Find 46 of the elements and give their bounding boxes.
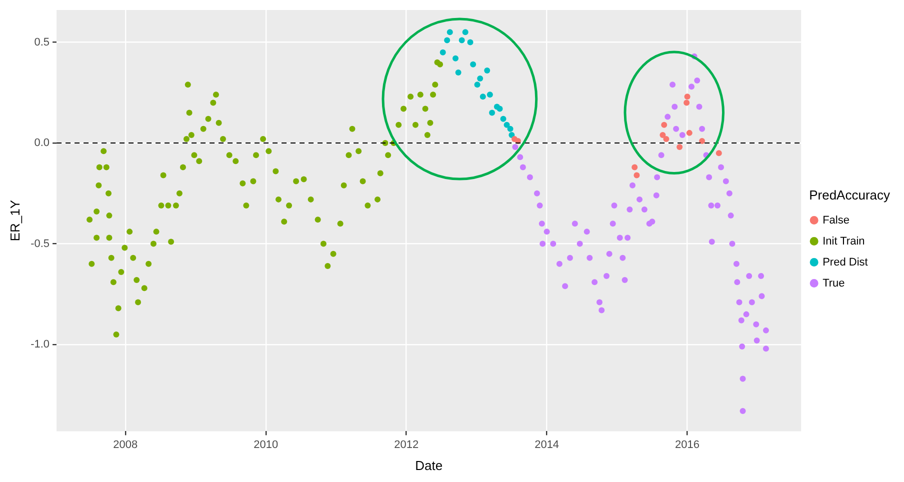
point: [467, 39, 474, 46]
x-tick-label: 2016: [675, 438, 700, 451]
point: [500, 116, 506, 122]
y-tick-label: 0.0: [34, 137, 50, 150]
point: [477, 76, 484, 82]
point: [660, 132, 666, 138]
point: [486, 92, 493, 98]
point: [661, 122, 668, 128]
point: [474, 82, 480, 88]
point: [676, 144, 683, 150]
x-tick-label: 2008: [113, 438, 138, 451]
point: [489, 110, 496, 116]
y-tick-label: -0.5: [30, 238, 50, 250]
x-tick-label: 2012: [394, 438, 419, 451]
point: [480, 94, 486, 100]
point: [470, 61, 476, 68]
point: [440, 49, 446, 56]
x-tick-label: 2014: [534, 438, 560, 451]
legend-label: Pred Dist: [822, 256, 868, 268]
point: [632, 164, 638, 170]
point: [458, 37, 465, 44]
point: [496, 106, 503, 112]
point: [686, 130, 692, 136]
legend-label: False: [822, 214, 850, 226]
point: [507, 126, 514, 132]
point: [462, 29, 468, 36]
y-tick-label: -1.0: [30, 338, 50, 351]
point: [684, 100, 690, 106]
point: [444, 37, 450, 44]
point: [663, 136, 670, 142]
point: [446, 29, 453, 36]
point: [504, 122, 510, 128]
x-axis-title: Date: [415, 458, 443, 473]
legend-title: PredAccuracy: [809, 187, 890, 202]
legend-label: True: [822, 277, 845, 290]
y-tick-label: 0.5: [34, 36, 50, 48]
legend-label: Init Train: [822, 235, 865, 248]
y-axis-title: ER_1Y: [7, 200, 22, 242]
x-tick-label: 2010: [254, 438, 278, 451]
point: [455, 69, 462, 76]
point: [684, 94, 690, 100]
point: [484, 67, 490, 74]
point: [699, 138, 706, 144]
point: [716, 150, 722, 156]
point: [634, 172, 640, 178]
point: [452, 55, 459, 62]
